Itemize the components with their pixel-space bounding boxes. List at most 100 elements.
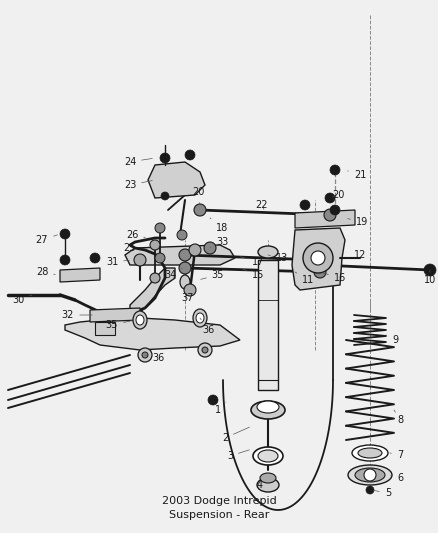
Ellipse shape — [348, 465, 392, 485]
Ellipse shape — [258, 246, 278, 258]
Ellipse shape — [257, 401, 279, 413]
Circle shape — [303, 243, 333, 273]
Ellipse shape — [260, 473, 276, 483]
Ellipse shape — [352, 445, 388, 461]
Text: 32: 32 — [62, 310, 92, 320]
Circle shape — [194, 204, 206, 216]
Circle shape — [184, 284, 196, 296]
Circle shape — [364, 469, 376, 481]
Circle shape — [155, 253, 165, 263]
Text: 23: 23 — [124, 180, 152, 190]
Text: 16: 16 — [323, 273, 346, 283]
Text: 17: 17 — [240, 257, 264, 267]
Text: 31: 31 — [106, 257, 129, 267]
Text: 35: 35 — [106, 320, 132, 330]
Circle shape — [300, 200, 310, 210]
Polygon shape — [295, 210, 355, 228]
Ellipse shape — [193, 309, 207, 327]
Circle shape — [204, 242, 216, 254]
Polygon shape — [258, 260, 278, 390]
Text: 5: 5 — [374, 488, 391, 498]
Circle shape — [185, 150, 195, 160]
Circle shape — [60, 255, 70, 265]
Text: 20: 20 — [332, 190, 344, 200]
Circle shape — [177, 230, 187, 240]
Text: 2003 Dodge Intrepid
Suspension - Rear: 2003 Dodge Intrepid Suspension - Rear — [162, 496, 276, 520]
Circle shape — [138, 348, 152, 362]
Text: 36: 36 — [145, 353, 164, 363]
Text: 35: 35 — [201, 270, 224, 280]
Text: 7: 7 — [390, 450, 403, 460]
Text: 18: 18 — [210, 218, 228, 233]
Polygon shape — [148, 162, 205, 198]
Circle shape — [314, 266, 326, 278]
Circle shape — [179, 249, 191, 261]
Text: 12: 12 — [348, 250, 366, 260]
Text: 25: 25 — [124, 243, 142, 253]
Text: 9: 9 — [386, 335, 398, 345]
Circle shape — [189, 244, 201, 256]
Polygon shape — [60, 268, 100, 282]
Ellipse shape — [196, 313, 204, 323]
Circle shape — [160, 153, 170, 163]
Circle shape — [202, 347, 208, 353]
Text: 26: 26 — [126, 230, 145, 240]
Polygon shape — [125, 245, 235, 265]
Circle shape — [155, 223, 165, 233]
Text: 20: 20 — [192, 187, 204, 203]
Ellipse shape — [355, 468, 385, 482]
Circle shape — [324, 209, 336, 221]
Text: 3: 3 — [227, 450, 249, 461]
Text: 37: 37 — [182, 287, 194, 303]
Circle shape — [150, 240, 160, 250]
Text: 21: 21 — [348, 170, 366, 180]
Ellipse shape — [358, 448, 382, 458]
Text: 1: 1 — [215, 402, 226, 415]
Circle shape — [311, 251, 325, 265]
Polygon shape — [65, 318, 240, 350]
Circle shape — [60, 229, 70, 239]
Circle shape — [198, 343, 212, 357]
Ellipse shape — [251, 401, 285, 419]
Circle shape — [366, 486, 374, 494]
Circle shape — [330, 165, 340, 175]
Circle shape — [208, 395, 218, 405]
Text: 22: 22 — [256, 200, 268, 210]
Text: 27: 27 — [36, 235, 57, 245]
Circle shape — [150, 273, 160, 283]
Polygon shape — [292, 228, 345, 290]
Polygon shape — [130, 268, 175, 320]
Text: 34: 34 — [164, 268, 182, 280]
Circle shape — [134, 254, 146, 266]
Text: 33: 33 — [210, 237, 228, 248]
Text: 4: 4 — [257, 477, 263, 490]
Circle shape — [424, 264, 436, 276]
Text: 30: 30 — [12, 295, 32, 305]
Text: 36: 36 — [200, 318, 214, 335]
Text: 6: 6 — [391, 473, 403, 483]
Ellipse shape — [257, 478, 279, 492]
Text: 2: 2 — [222, 427, 250, 443]
Text: 11: 11 — [295, 272, 314, 285]
Circle shape — [179, 262, 191, 274]
Circle shape — [142, 352, 148, 358]
Text: 19: 19 — [348, 217, 368, 227]
Text: 8: 8 — [394, 410, 403, 425]
Ellipse shape — [136, 315, 144, 325]
Circle shape — [325, 193, 335, 203]
Ellipse shape — [258, 450, 278, 462]
Polygon shape — [90, 308, 140, 322]
Circle shape — [161, 192, 169, 200]
Circle shape — [330, 205, 340, 215]
Polygon shape — [95, 322, 115, 335]
Text: 15: 15 — [243, 269, 264, 280]
Circle shape — [312, 254, 324, 266]
Text: 10: 10 — [424, 270, 436, 285]
Ellipse shape — [133, 311, 147, 329]
Text: 24: 24 — [124, 157, 152, 167]
Circle shape — [90, 253, 100, 263]
Text: 28: 28 — [36, 267, 55, 277]
Ellipse shape — [180, 275, 190, 289]
Text: 13: 13 — [268, 253, 288, 263]
Ellipse shape — [253, 447, 283, 465]
